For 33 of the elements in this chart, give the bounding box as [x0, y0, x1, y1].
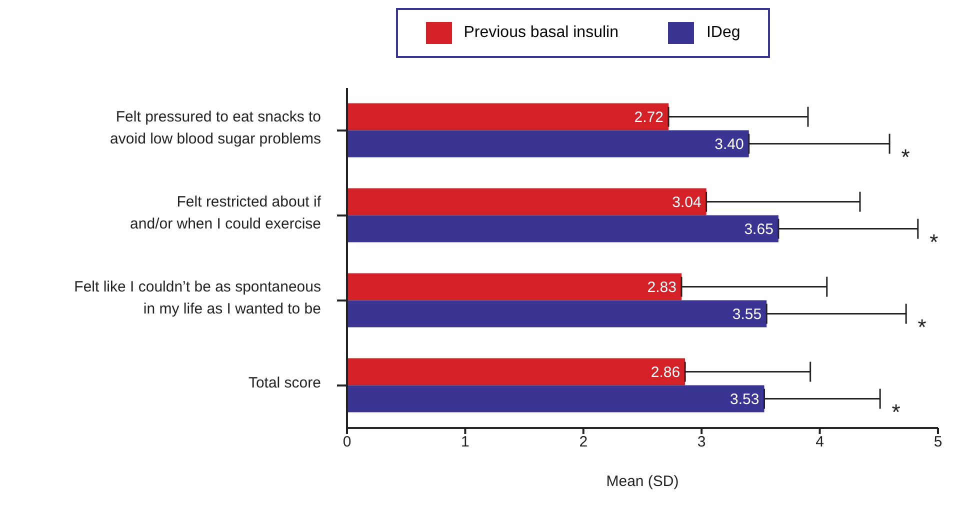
- data-label: 2.72: [634, 109, 664, 126]
- legend-label: IDeg: [706, 24, 740, 42]
- x-axis-title: Mean (SD): [606, 473, 679, 490]
- annotation: *: [930, 229, 939, 254]
- bar: [347, 103, 669, 130]
- bar: [347, 300, 767, 328]
- x-tick-label: 4: [816, 434, 824, 451]
- x-tick-label: 3: [697, 434, 706, 451]
- annotation: *: [901, 144, 910, 170]
- data-label: 3.53: [730, 391, 760, 408]
- x-tick-label: 5: [934, 434, 942, 451]
- data-label: 3.40: [714, 136, 744, 154]
- bar: [347, 130, 749, 158]
- x-tick-label: 1: [461, 434, 470, 451]
- y-tick-label: Felt pressured to eat snacks to avoid low blood sugar problems: [110, 108, 321, 148]
- annotation: *: [892, 399, 901, 424]
- x-tick-label: 2: [579, 434, 588, 451]
- data-label: 2.86: [650, 364, 680, 382]
- bar: [347, 273, 682, 300]
- data-label: 3.04: [672, 194, 702, 212]
- data-label: 2.83: [647, 279, 677, 296]
- data-label: 3.65: [744, 221, 774, 238]
- annotation: *: [918, 314, 927, 340]
- bar: [347, 215, 778, 242]
- bar: [347, 188, 706, 216]
- y-tick-label: Felt like I couldn’t be as spontaneous in my life as I wanted to be: [74, 278, 321, 318]
- x-tick-label: 0: [342, 434, 352, 451]
- bar: [347, 385, 764, 412]
- legend-label: Previous basal insulin: [464, 24, 618, 42]
- bar: [347, 358, 686, 386]
- y-tick-label: Total score: [248, 374, 321, 392]
- data-label: 3.55: [732, 306, 762, 324]
- y-tick-label: Felt restricted about if and/or when I could exercise: [130, 193, 322, 232]
